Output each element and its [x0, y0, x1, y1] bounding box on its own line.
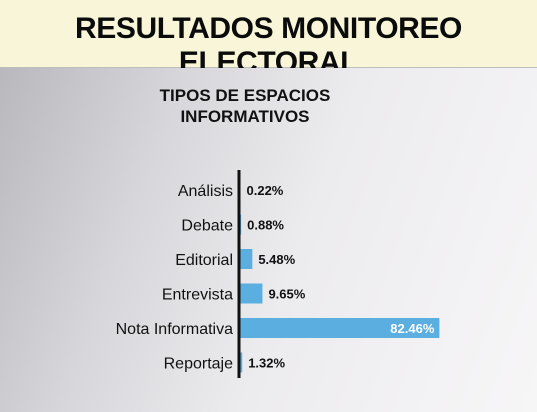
category-label: Editorial — [175, 252, 233, 269]
category-label: Reportaje — [164, 356, 233, 373]
chart-panel: TIPOS DE ESPACIOS INFORMATIVOS — [0, 68, 537, 412]
category-label: Análisis — [178, 183, 233, 200]
header-band: RESULTADOS MONITOREO ELECTORAL — [0, 0, 537, 79]
data-label: 0.88% — [247, 218, 284, 233]
data-label: 82.46% — [390, 321, 435, 336]
chart-title: TIPOS DE ESPACIOS INFORMATIVOS — [159, 86, 331, 126]
bar-3 — [239, 249, 253, 269]
category-label: Entrevista — [162, 287, 233, 304]
data-label: 5.48% — [258, 252, 295, 267]
category-label: Debate — [181, 218, 233, 235]
data-label: 0.22% — [247, 183, 284, 198]
category-label: Nota Informativa — [116, 321, 233, 338]
page-title: RESULTADOS MONITOREO ELECTORAL — [74, 12, 462, 79]
data-label: 9.65% — [268, 287, 305, 302]
data-label: 1.32% — [248, 356, 285, 371]
bar-5 — [239, 318, 440, 338]
bar-4 — [239, 283, 263, 304]
bar-6 — [239, 352, 243, 373]
